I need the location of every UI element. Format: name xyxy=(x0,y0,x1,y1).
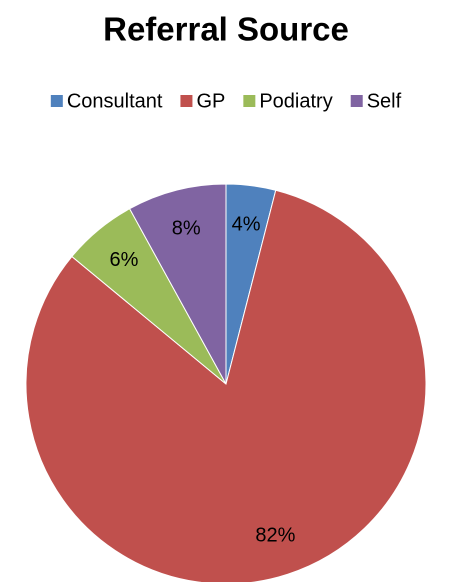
pie-slice xyxy=(128,183,227,385)
pie-slice xyxy=(25,189,427,582)
legend-swatch xyxy=(180,95,193,107)
slice-label: 6% xyxy=(110,249,139,271)
legend-swatch xyxy=(50,95,63,107)
legend-swatch xyxy=(350,95,363,107)
chart-title: Referral Source xyxy=(103,11,349,48)
pie xyxy=(25,183,427,582)
slice-label: 4% xyxy=(232,214,261,236)
slice-labels: 4% 82% 6% 8% xyxy=(110,214,296,547)
slice-label: 8% xyxy=(172,217,201,239)
slice-label: 82% xyxy=(255,524,295,546)
legend-label: Consultant xyxy=(67,90,163,112)
legend-label: Self xyxy=(367,90,402,112)
legend-label: GP xyxy=(196,90,225,112)
legend-label: Podiatry xyxy=(259,90,332,112)
legend-swatch xyxy=(243,95,256,107)
legend: Consultant GP Podiatry Self xyxy=(50,90,402,112)
